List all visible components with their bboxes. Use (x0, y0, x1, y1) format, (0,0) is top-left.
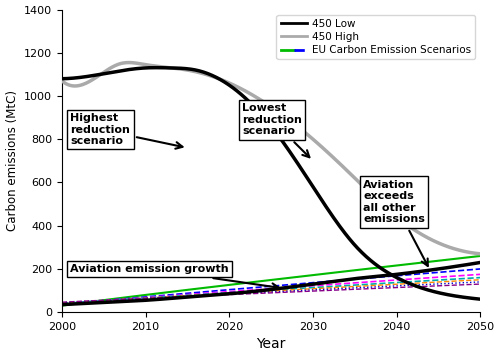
Text: Lowest
reduction
scenario: Lowest reduction scenario (242, 103, 310, 157)
Y-axis label: Carbon emissions (MtC): Carbon emissions (MtC) (6, 90, 18, 231)
Legend: 450 Low, 450 High, EU Carbon Emission Scenarios: 450 Low, 450 High, EU Carbon Emission Sc… (276, 15, 475, 59)
Text: Highest
reduction
scenario: Highest reduction scenario (70, 113, 182, 149)
X-axis label: Year: Year (256, 337, 286, 351)
Text: Aviation emission growth: Aviation emission growth (70, 264, 278, 290)
Text: Aviation
exceeds
all other
emissions: Aviation exceeds all other emissions (363, 180, 428, 266)
